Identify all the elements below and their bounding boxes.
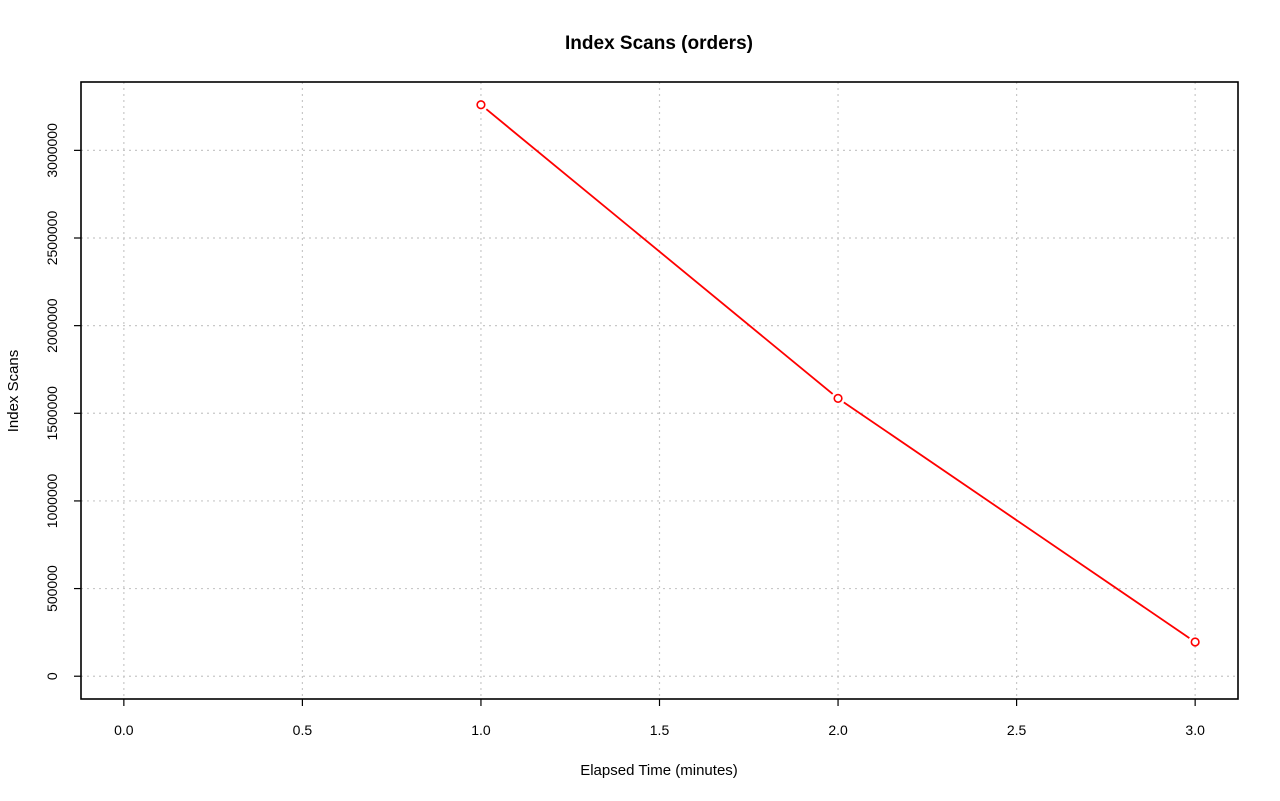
x-tick-label: 2.5 <box>1007 722 1027 738</box>
chart-title: Index Scans (orders) <box>565 33 753 54</box>
y-tick-label: 1500000 <box>44 386 60 441</box>
x-tick-label: 0.0 <box>114 722 134 738</box>
x-tick-label: 3.0 <box>1185 722 1205 738</box>
data-point <box>833 393 843 403</box>
y-tick-label: 2000000 <box>44 298 60 353</box>
x-tick-label: 2.0 <box>828 722 848 738</box>
series-layer <box>476 100 1200 647</box>
y-tick-label: 500000 <box>44 565 60 612</box>
y-tick-label: 1000000 <box>44 473 60 528</box>
x-axis-label: Elapsed Time (minutes) <box>580 762 738 779</box>
data-point <box>476 100 486 110</box>
plot-area-frame <box>80 81 1239 700</box>
y-tick-label: 0 <box>44 672 60 680</box>
x-tick-label: 1.0 <box>471 722 491 738</box>
series-line-segment <box>843 401 1190 639</box>
y-tick-label: 2500000 <box>44 211 60 266</box>
series-line-segment <box>485 108 834 395</box>
x-tick-label: 0.5 <box>293 722 313 738</box>
y-axis-label: Index Scans <box>5 350 22 433</box>
x-tick-label: 1.5 <box>650 722 670 738</box>
data-point <box>1190 637 1200 647</box>
x-axis: 0.0 0.5 1.0 1.5 2.0 2.5 3.0 <box>114 699 1205 738</box>
grid <box>81 82 1238 699</box>
y-axis: 0 500000 1000000 1500000 2000000 2500000 30000… <box>44 123 81 680</box>
y-tick-label: 3000000 <box>44 123 60 178</box>
